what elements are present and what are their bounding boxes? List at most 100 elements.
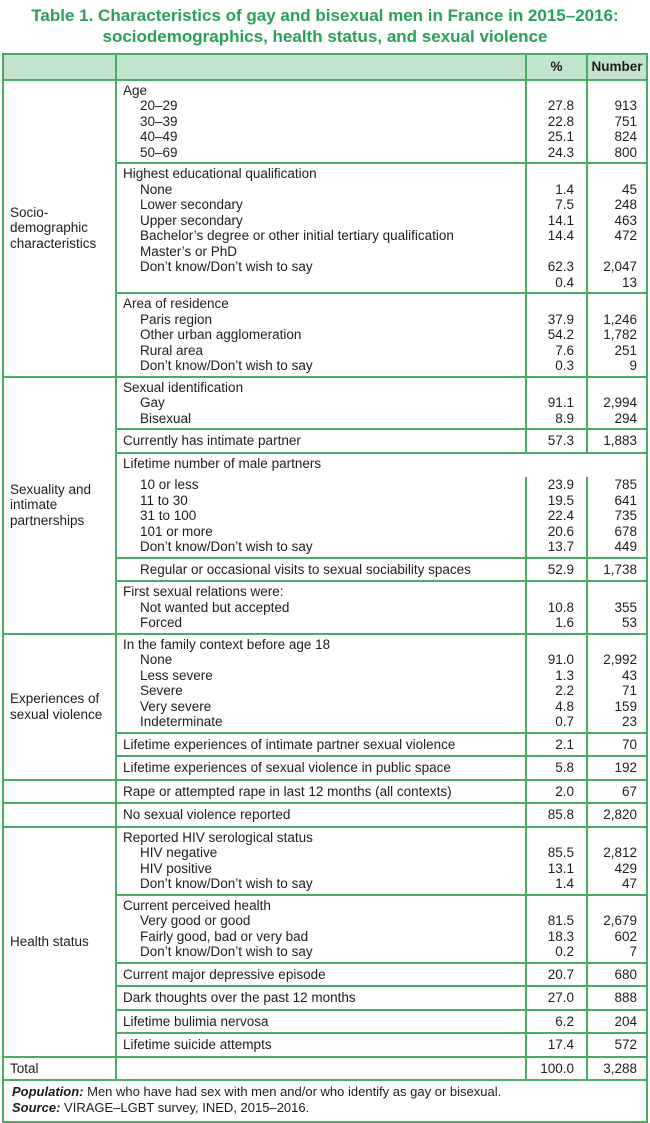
row-label: Don’t know/Don’t wish to say: [140, 944, 313, 959]
row-label: Master’s or PhD: [140, 243, 238, 259]
block: Lifetime number of male partners 10 or le…: [117, 451, 646, 557]
percent-value: 1.4: [525, 181, 586, 197]
table-row: Not wanted but accepted 10.8 355: [117, 599, 646, 615]
table-row: None 91.0 2,992: [117, 652, 646, 668]
percent-value: 37.9: [525, 311, 586, 327]
table: % Number Socio- demographic characterist…: [2, 53, 648, 1123]
group-body: Rape or attempted rape in last 12 months…: [117, 780, 646, 802]
percent-value: 2.1: [525, 733, 586, 755]
number-value: 1,782: [586, 327, 646, 343]
group-body: Sexual identification Gay 91.1 2,994 Bisexua…: [117, 377, 646, 633]
table-row: Current perceived health: [117, 895, 646, 913]
percent-value: 54.2: [525, 327, 586, 343]
percent-value: 10.8: [525, 599, 586, 615]
group-row: Rape or attempted rape in last 12 months…: [4, 778, 646, 802]
number-value: [586, 634, 646, 652]
group-label: Socio- demographic characteristics: [4, 80, 117, 376]
table-row: Don’t know/Don’t wish to say 62.3 2,047: [117, 259, 646, 275]
row-label: Sexual identification: [123, 379, 244, 395]
percent-value: 5.8: [525, 757, 586, 779]
group-body: Age 20–29 27.8 913 30–39 22.8 751 40–49 25.1 824 5…: [117, 80, 646, 376]
percent-value: 23.9: [525, 477, 586, 493]
table-row: 50–69 24.3 800: [117, 144, 646, 162]
table-row: Highest educational qualification: [117, 164, 646, 182]
group-row: Health status Reported HIV serological st…: [4, 825, 646, 1056]
row-label: Severe: [140, 683, 183, 698]
table-row: Don’t know/Don’t wish to say 0.2 7: [117, 944, 646, 962]
block: Lifetime experiences of intimate partner…: [117, 731, 646, 755]
group-label: [4, 804, 117, 826]
source-note-text: VIRAGE–LGBT survey, INED, 2015–2016.: [64, 1100, 310, 1115]
row-label: Paris region: [140, 311, 213, 327]
table-body: Socio- demographic characteristics Age 20–…: [4, 80, 646, 1079]
row-label: Less severe: [140, 667, 213, 683]
row-label: Bisexual: [140, 410, 192, 426]
percent-value: [525, 243, 586, 259]
table-row: Other urban agglomeration 54.2 1,782: [117, 327, 646, 343]
block: Lifetime suicide attempts 17.4 572: [117, 1032, 646, 1056]
row-label: Area of residence: [123, 296, 229, 311]
group-body: No sexual violence reported 85.8 2,820: [117, 804, 646, 826]
table-row: Lifetime experiences of intimate partner…: [117, 733, 646, 755]
header-category-cell: [4, 55, 117, 79]
row-label: Rural area: [140, 342, 204, 358]
table-row: Forced 1.6 53: [117, 615, 646, 633]
row-label: 20–29: [140, 98, 178, 113]
number-value: 159: [586, 698, 646, 714]
table-row: First sexual relations were:: [117, 582, 646, 600]
population-note-text: Men who have had sex with men and/or who…: [87, 1084, 502, 1099]
number-value: 678: [586, 523, 646, 539]
row-label: Lifetime experiences of intimate partner…: [123, 736, 456, 752]
group-row: No sexual violence reported 85.8 2,820: [4, 802, 646, 826]
number-value: 751: [586, 113, 646, 129]
row-label: Highest educational qualification: [123, 166, 317, 181]
number-value: 2,820: [586, 804, 646, 826]
percent-value: 14.1: [525, 212, 586, 228]
block: Sexual identification Gay 91.1 2,994 Bisexua…: [117, 377, 646, 428]
row-label: HIV positive: [140, 860, 213, 876]
percent-value: 0.4: [525, 274, 586, 292]
number-value: [586, 377, 646, 395]
table-title-line1: Table 1. Characteristics of gay and bise…: [31, 6, 619, 25]
percent-value: 0.2: [525, 944, 586, 962]
table-row: Don’t know/Don’t wish to say 0.3 9: [117, 358, 646, 376]
number-value: 7: [586, 944, 646, 962]
percent-value: 100.0: [525, 1057, 586, 1079]
percent-value: 13.1: [525, 860, 586, 876]
group-row: Experiences of sexual violence In the fam…: [4, 632, 646, 779]
number-value: 2,994: [586, 395, 646, 411]
table-row: Less severe 1.3 43: [117, 667, 646, 683]
percent-value: 22.4: [525, 508, 586, 524]
row-label: Upper secondary: [140, 212, 243, 228]
number-value: 53: [586, 615, 646, 633]
table-row: Severe 2.2 71: [117, 683, 646, 699]
block: In the family context before age 18 None 9…: [117, 634, 646, 732]
number-value: 43: [586, 667, 646, 683]
number-value: 735: [586, 508, 646, 524]
table-row: Lifetime bulimia nervosa 6.2 204: [117, 1010, 646, 1032]
row-label: Don’t know/Don’t wish to say: [140, 539, 313, 554]
percent-value: 85.5: [525, 845, 586, 861]
group-row: Sexuality and intimate partnerships Sexua…: [4, 375, 646, 633]
number-value: 2,047: [586, 259, 646, 275]
row-label: Gay: [140, 395, 165, 410]
table-row: Reported HIV serological status: [117, 827, 646, 845]
population-note: Population: Men who have had sex with me…: [12, 1084, 638, 1100]
row-label: Don’t know/Don’t wish to say: [140, 259, 313, 274]
table-row: Age: [117, 80, 646, 98]
percent-value: 1.3: [525, 667, 586, 683]
row-label: Forced: [140, 615, 183, 630]
row-label: 101 or more: [140, 523, 213, 539]
block: Highest educational qualification None 1.4…: [117, 162, 646, 292]
percent-value: 52.9: [525, 558, 586, 580]
row-label: Not wanted but accepted: [140, 599, 290, 615]
block: Currently has intimate partner 57.3 1,883: [117, 428, 646, 452]
number-value: 680: [586, 963, 646, 985]
percent-value: 8.9: [525, 410, 586, 428]
table-row: 101 or more 20.6 678: [117, 523, 646, 539]
table-row: Upper secondary 14.1 463: [117, 212, 646, 228]
table-row: Indeterminate 0.7 23: [117, 714, 646, 732]
number-value: 2,812: [586, 845, 646, 861]
row-label: 40–49: [140, 129, 178, 144]
number-value: [586, 582, 646, 600]
